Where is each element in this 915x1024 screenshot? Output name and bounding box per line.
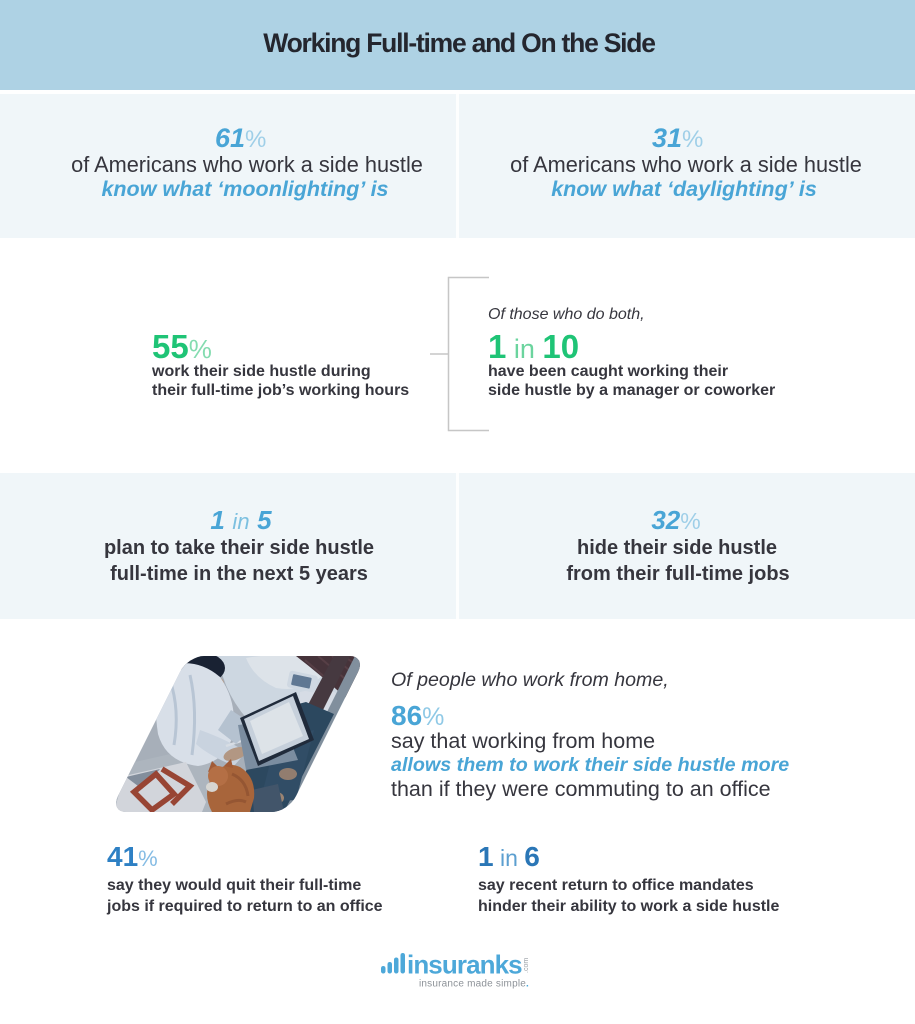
- svg-text:insurance made simple.: insurance made simple.: [419, 979, 529, 990]
- svg-text:insuranks: insuranks: [407, 950, 522, 980]
- svg-text:.com: .com: [523, 958, 530, 973]
